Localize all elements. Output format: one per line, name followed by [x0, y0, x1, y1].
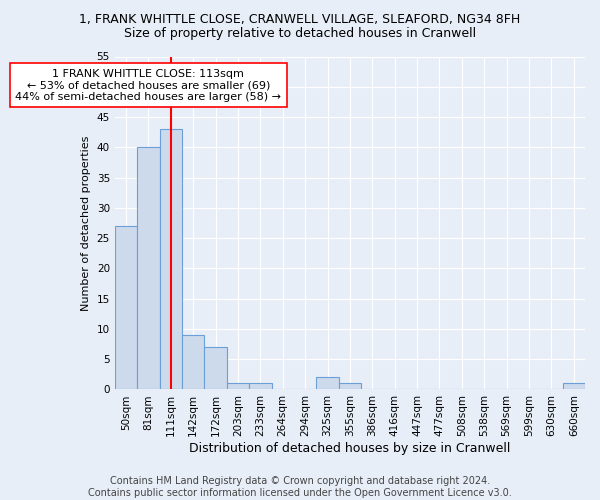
- Bar: [115, 226, 137, 390]
- Bar: [182, 335, 205, 390]
- Text: 1 FRANK WHITTLE CLOSE: 113sqm
← 53% of detached houses are smaller (69)
44% of s: 1 FRANK WHITTLE CLOSE: 113sqm ← 53% of d…: [16, 68, 281, 102]
- Text: Contains HM Land Registry data © Crown copyright and database right 2024.
Contai: Contains HM Land Registry data © Crown c…: [88, 476, 512, 498]
- Text: Size of property relative to detached houses in Cranwell: Size of property relative to detached ho…: [124, 28, 476, 40]
- Bar: [205, 347, 227, 390]
- Bar: [227, 384, 249, 390]
- Bar: [137, 148, 160, 390]
- Text: 1, FRANK WHITTLE CLOSE, CRANWELL VILLAGE, SLEAFORD, NG34 8FH: 1, FRANK WHITTLE CLOSE, CRANWELL VILLAGE…: [79, 12, 521, 26]
- Bar: [563, 384, 585, 390]
- Y-axis label: Number of detached properties: Number of detached properties: [81, 136, 91, 310]
- Bar: [249, 384, 272, 390]
- Bar: [160, 129, 182, 390]
- Bar: [316, 378, 338, 390]
- Bar: [338, 384, 361, 390]
- X-axis label: Distribution of detached houses by size in Cranwell: Distribution of detached houses by size …: [189, 442, 511, 455]
